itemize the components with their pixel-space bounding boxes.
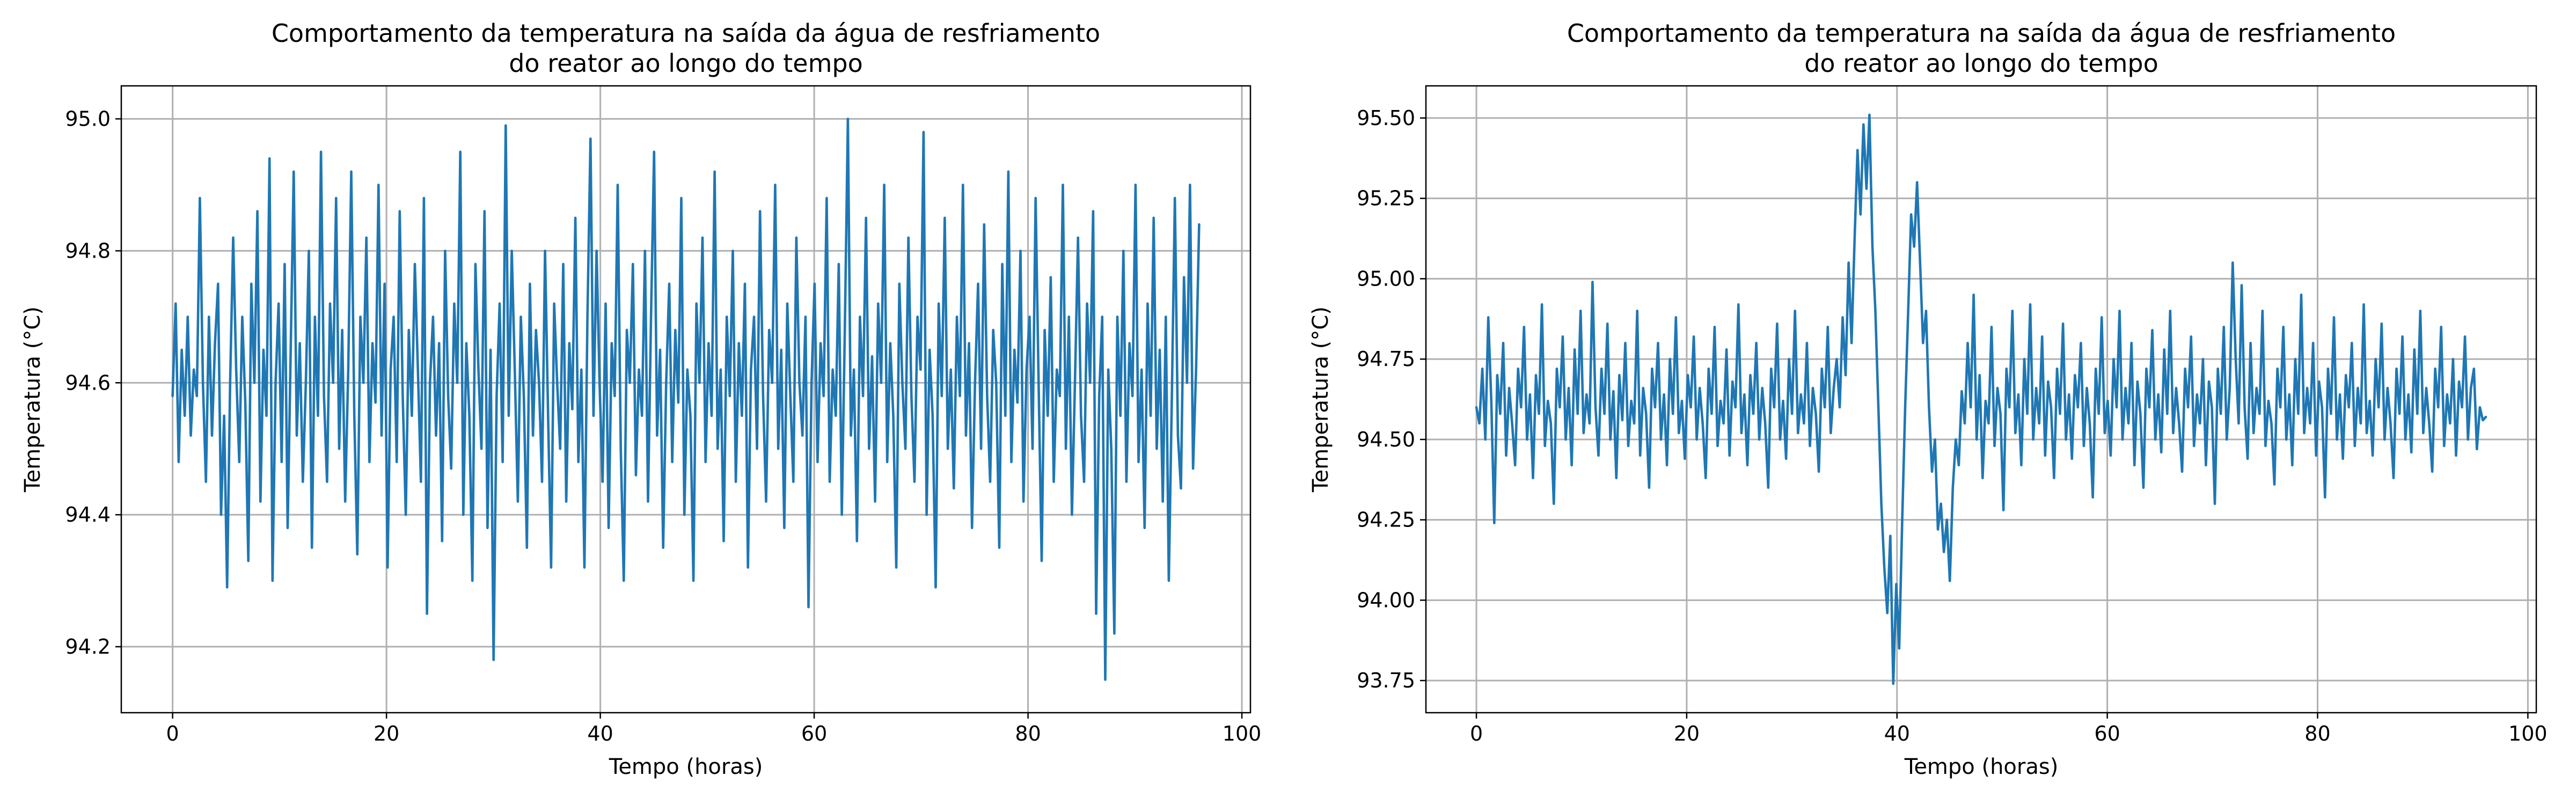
y-tick-label: 94.25 bbox=[1357, 508, 1415, 532]
y-tick-label: 94.4 bbox=[65, 503, 111, 526]
temperature-series-line bbox=[1475, 113, 2487, 685]
x-tick-label: 40 bbox=[1884, 722, 1910, 745]
y-tick-label: 94.75 bbox=[1357, 347, 1415, 371]
chart-title-line2: do reator ao longo do tempo bbox=[1804, 49, 2158, 78]
y-tick-label: 94.00 bbox=[1357, 588, 1415, 612]
y-tick-label: 93.75 bbox=[1357, 669, 1415, 692]
x-tick-label: 60 bbox=[2094, 722, 2120, 745]
y-axis-label: Temperatura (°C) bbox=[20, 306, 45, 493]
plot-frame bbox=[1425, 85, 2537, 714]
plot-frame bbox=[120, 85, 1252, 714]
x-tick-label: 80 bbox=[2304, 722, 2330, 745]
x-axis-label: Tempo (horas) bbox=[609, 755, 763, 779]
y-tick-label: 94.2 bbox=[65, 635, 111, 658]
axis-ticks: 0 20 40 60 80 100 93.75 94.00 94.25 94.50 94.75 95.… bbox=[1357, 106, 2547, 745]
temperature-series-line bbox=[171, 118, 1201, 681]
x-tick-label: 40 bbox=[587, 722, 613, 745]
axis-ticks: 0 20 40 60 80 100 94.2 94.4 94.6 94.8 95.0 bbox=[65, 107, 1261, 745]
chart-title-line1: Comportamento da temperatura na saída da… bbox=[272, 19, 1100, 48]
series-layer bbox=[1475, 113, 2487, 685]
chart-title-line1: Comportamento da temperatura na saída da… bbox=[1567, 19, 2396, 48]
x-tick-label: 0 bbox=[166, 722, 179, 745]
x-tick-label: 60 bbox=[801, 722, 827, 745]
x-tick-label: 100 bbox=[2508, 722, 2548, 745]
x-axis-label: Tempo (horas) bbox=[1904, 755, 2059, 779]
y-tick-label: 95.50 bbox=[1357, 106, 1415, 130]
y-axis-label: Temperatura (°C) bbox=[1308, 306, 1333, 493]
x-tick-label: 100 bbox=[1223, 722, 1262, 745]
chart-left: 0 20 40 60 80 100 94.2 94.4 94.6 94.8 95.0 Comport… bbox=[20, 19, 1261, 779]
chart-right: 0 20 40 60 80 100 93.75 94.00 94.25 94.50 94.75 95.… bbox=[1308, 19, 2548, 779]
x-tick-label: 80 bbox=[1015, 722, 1041, 745]
x-tick-label: 20 bbox=[374, 722, 399, 745]
x-tick-label: 0 bbox=[1470, 722, 1483, 745]
x-tick-label: 20 bbox=[1674, 722, 1700, 745]
y-tick-label: 95.00 bbox=[1357, 267, 1415, 290]
y-tick-label: 94.8 bbox=[65, 239, 111, 262]
y-tick-label: 95.0 bbox=[65, 107, 111, 130]
chart-title-line2: do reator ao longo do tempo bbox=[509, 49, 863, 78]
y-tick-label: 94.50 bbox=[1357, 428, 1415, 451]
y-tick-label: 95.25 bbox=[1357, 187, 1415, 210]
y-tick-label: 94.6 bbox=[65, 371, 111, 394]
series-layer bbox=[171, 118, 1201, 681]
